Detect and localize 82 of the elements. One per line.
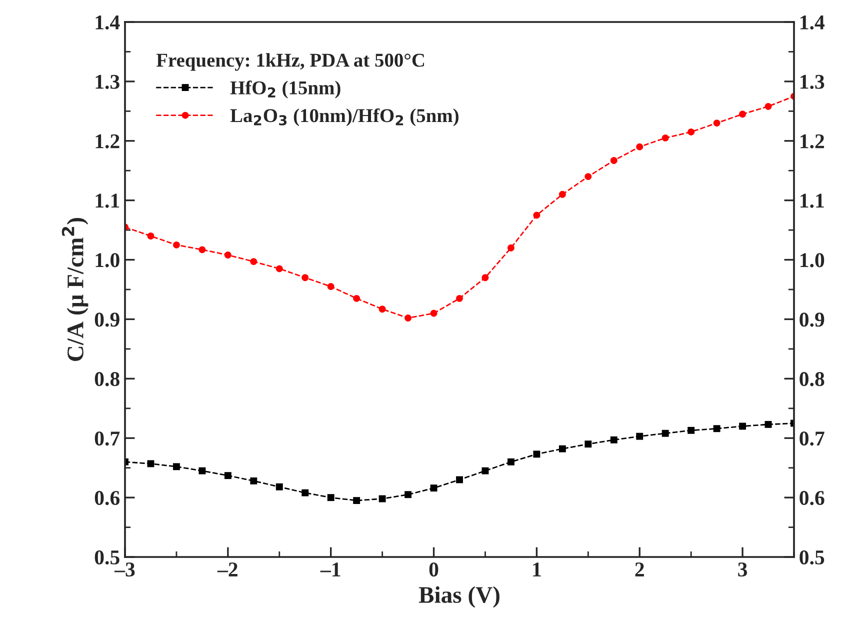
point: [739, 422, 746, 430]
point: [584, 440, 592, 448]
x-tick-label: –2: [217, 562, 238, 576]
x-tick-label: 3: [738, 562, 748, 577]
point: [250, 258, 258, 266]
point: [507, 458, 514, 466]
point: [224, 252, 232, 258]
point: [224, 472, 232, 480]
y2-tick-label: 0.7: [800, 431, 824, 446]
point: [739, 110, 746, 118]
point: [327, 283, 334, 290]
y2-tick-label: 1.0: [800, 253, 824, 268]
point: [353, 497, 360, 504]
y2-tick-label: 1.4: [800, 15, 825, 30]
point: [172, 463, 180, 470]
y2-tick-label: 0.8: [800, 372, 824, 386]
point: [456, 476, 463, 484]
x-axis-title: Bias (V): [418, 586, 500, 608]
y-tick-label: 0.7: [94, 431, 120, 446]
point: [482, 467, 489, 474]
x-tick-label: –3: [114, 562, 135, 577]
x-tick-label: –1: [320, 562, 340, 576]
y2-tick-label: 1.2: [800, 134, 824, 148]
point: [276, 483, 283, 490]
point: [378, 306, 386, 313]
point: [404, 314, 412, 322]
legend-label: La$_{2}$O$_{3}$ (10nm)/HfO$_{2}$ (5nm): [230, 108, 458, 126]
point: [507, 244, 514, 252]
point: [558, 445, 566, 452]
y-tick-label: 1.0: [96, 253, 120, 268]
point: [610, 157, 618, 164]
y-tick-label: 0.8: [94, 372, 120, 386]
y-tick-label: 0.6: [94, 490, 120, 506]
point: [533, 212, 540, 219]
y2-tick-label: 0.6: [800, 490, 824, 506]
y-axis-title: C/A (μ F/cm$^{2}$): [62, 218, 88, 361]
point: [636, 143, 644, 150]
point: [378, 495, 386, 502]
point: [610, 436, 618, 444]
point: [713, 120, 720, 127]
point: [147, 232, 154, 240]
point: [688, 426, 695, 434]
point: [276, 265, 283, 272]
point: [584, 173, 592, 180]
point: [302, 274, 309, 282]
point: [662, 430, 669, 437]
point: [558, 190, 566, 198]
point: [198, 467, 206, 474]
point: [636, 432, 644, 440]
point: [147, 460, 154, 468]
y-tick-label: 1.2: [96, 134, 120, 148]
point: [430, 310, 438, 317]
y2-tick-label: 0.5: [800, 550, 824, 565]
y2-tick-label: 0.9: [800, 312, 824, 327]
point: [327, 494, 334, 502]
point: [250, 477, 258, 484]
y2-tick-label: 1.3: [800, 74, 824, 89]
x-tick-label: 1: [533, 562, 541, 576]
point: [198, 246, 206, 254]
point: [713, 425, 720, 432]
y-tick-label: 1.1: [96, 194, 120, 208]
point: [533, 450, 540, 458]
y2-tick-label: 1.1: [800, 194, 824, 208]
point: [302, 489, 309, 496]
point: [404, 491, 412, 498]
y-tick-label: 0.9: [94, 312, 120, 327]
point: [353, 294, 360, 302]
y-tick-label: 0.5: [94, 550, 120, 565]
y-tick-label: 1.4: [96, 15, 120, 30]
point: [172, 241, 180, 248]
legend-title: Frequency: 1kHz, PDA at 500°C: [156, 53, 424, 71]
point: [764, 420, 772, 428]
point: [662, 134, 669, 142]
point: [764, 102, 772, 110]
point: [456, 294, 463, 302]
y-tick-label: 1.3: [96, 74, 120, 89]
x-tick-label: 0: [429, 562, 438, 577]
point: [688, 128, 695, 136]
x-tick-label: 2: [635, 562, 644, 576]
point: [430, 484, 438, 492]
legend-label: HfO$_{2}$ (15nm): [230, 80, 340, 98]
point: [482, 274, 489, 282]
